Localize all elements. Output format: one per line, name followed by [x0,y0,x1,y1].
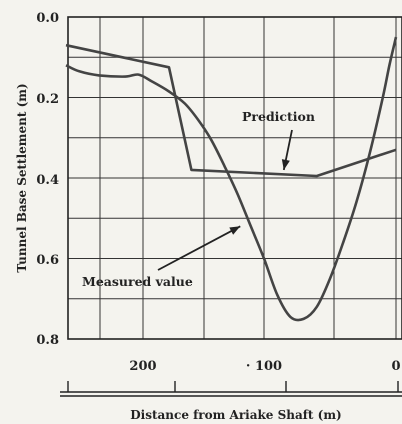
x-axis-label: Distance from Ariake Shaft (m) [130,408,341,422]
x-axis-scale-bar [60,381,402,397]
y-axis-label: Tunnel Base Settlement (m) [15,83,29,272]
y-tick-label: 0.0 [36,11,59,26]
annotations: Prediction Measured value [82,109,315,289]
measured-value-annotation: Measured value [82,274,193,289]
plot-frame [67,16,402,340]
prediction-arrow-head [281,159,290,170]
y-tick-label: 0.4 [36,173,59,188]
y-tick-label: 0.2 [36,92,59,107]
x-tick-label: 200 [129,359,156,374]
measured-value-arrow-head [229,226,241,235]
prediction-annotation: Prediction [242,109,315,124]
x-tick-label: 0 [391,359,400,374]
y-tick-labels: 0.0 0.2 0.4 0.6 0.8 [36,11,59,348]
grid [67,16,402,340]
x-tick-labels: 200 · 100 0 [129,359,400,374]
measured-value-arrow [157,225,241,271]
series-lines [65,36,398,322]
prediction-line [65,43,397,178]
y-tick-label: 0.8 [36,333,59,348]
annotation-arrows [157,129,293,271]
measured-value-line [65,36,398,322]
x-tick-label: · 100 [246,359,282,374]
y-tick-label: 0.6 [36,253,59,268]
